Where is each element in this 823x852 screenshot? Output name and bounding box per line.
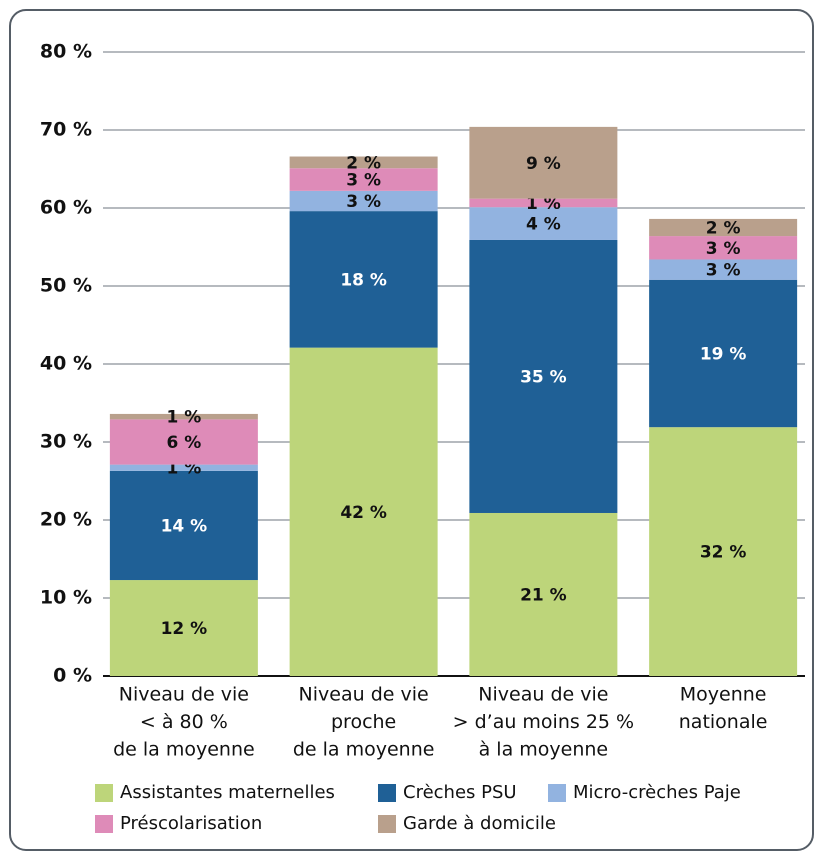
x-tick-label: de la moyenne xyxy=(113,739,255,761)
y-tick-label: 10 % xyxy=(40,587,92,609)
bar-segment xyxy=(469,198,618,208)
value-label: 42 % xyxy=(340,503,387,523)
legend-swatch xyxy=(548,784,566,802)
bar-segment xyxy=(649,279,798,428)
value-label: 32 % xyxy=(700,543,747,563)
bar-segment xyxy=(289,168,438,191)
bar-segment xyxy=(289,347,438,676)
legend-swatch xyxy=(378,815,396,833)
x-tick-label: à la moyenne xyxy=(479,739,608,761)
value-label: 14 % xyxy=(161,516,208,536)
y-tick-label: 40 % xyxy=(40,353,92,375)
value-label: 12 % xyxy=(161,619,208,639)
bar-segment xyxy=(109,413,258,420)
legend-swatch xyxy=(95,815,113,833)
legend-label: Préscolarisation xyxy=(120,813,262,834)
value-label: 3 % xyxy=(346,171,381,191)
value-label: 6 % xyxy=(166,433,201,453)
y-tick-label: 30 % xyxy=(40,431,92,453)
bar-segment xyxy=(649,218,798,237)
y-tick-label: 70 % xyxy=(40,119,92,141)
y-tick-label: 20 % xyxy=(40,509,92,531)
x-tick-label: Niveau de vie xyxy=(478,684,608,706)
bar-segment xyxy=(289,190,438,212)
y-tick-label: 60 % xyxy=(40,197,92,219)
bar-segment xyxy=(649,259,798,280)
bar-segment xyxy=(109,419,258,465)
bar-segment xyxy=(109,470,258,581)
legend-label: Assistantes maternelles xyxy=(120,782,335,803)
value-label: 2 % xyxy=(346,153,381,173)
x-tick-label: < à 80 % xyxy=(140,711,228,733)
bar-segment xyxy=(469,126,618,199)
bar-segment xyxy=(289,156,438,169)
x-tick-label: Niveau de vie xyxy=(119,684,249,706)
x-tick-label: Niveau de vie xyxy=(299,684,429,706)
y-tick-label: 80 % xyxy=(40,41,92,63)
legend-label: Crèches PSU xyxy=(403,782,517,803)
y-tick-label: 0 % xyxy=(53,665,92,687)
bar-segment xyxy=(649,236,798,260)
bar-segment xyxy=(109,464,258,471)
value-label: 2 % xyxy=(706,219,741,239)
value-label: 19 % xyxy=(700,344,747,364)
value-label: 21 % xyxy=(520,585,567,605)
legend-swatch xyxy=(95,784,113,802)
bar-segment xyxy=(289,211,438,348)
y-tick-label: 50 % xyxy=(40,275,92,297)
value-label: 1 % xyxy=(166,408,201,428)
legend-label: Garde à domicile xyxy=(403,813,556,834)
bar-segment xyxy=(469,512,618,676)
value-label: 4 % xyxy=(526,215,561,235)
bar-segment xyxy=(109,580,258,676)
legend-swatch xyxy=(378,784,396,802)
value-label: 9 % xyxy=(526,154,561,174)
value-label: 3 % xyxy=(706,239,741,259)
value-label: 35 % xyxy=(520,367,567,387)
legend-label: Micro-crèches Paje xyxy=(573,782,741,803)
value-label: 3 % xyxy=(346,192,381,212)
bar-segment xyxy=(649,427,798,676)
value-label: 1 % xyxy=(526,194,561,214)
x-tick-label: proche xyxy=(331,711,396,733)
x-tick-label: Moyenne xyxy=(680,684,767,706)
x-tick-label: de la moyenne xyxy=(293,739,435,761)
bar-segment xyxy=(469,239,618,513)
x-tick-label: nationale xyxy=(679,711,768,733)
value-label: 18 % xyxy=(340,270,387,290)
value-label: 3 % xyxy=(706,261,741,281)
x-tick-label: > d’au moins 25 % xyxy=(453,711,634,733)
bar-segment xyxy=(469,207,618,240)
